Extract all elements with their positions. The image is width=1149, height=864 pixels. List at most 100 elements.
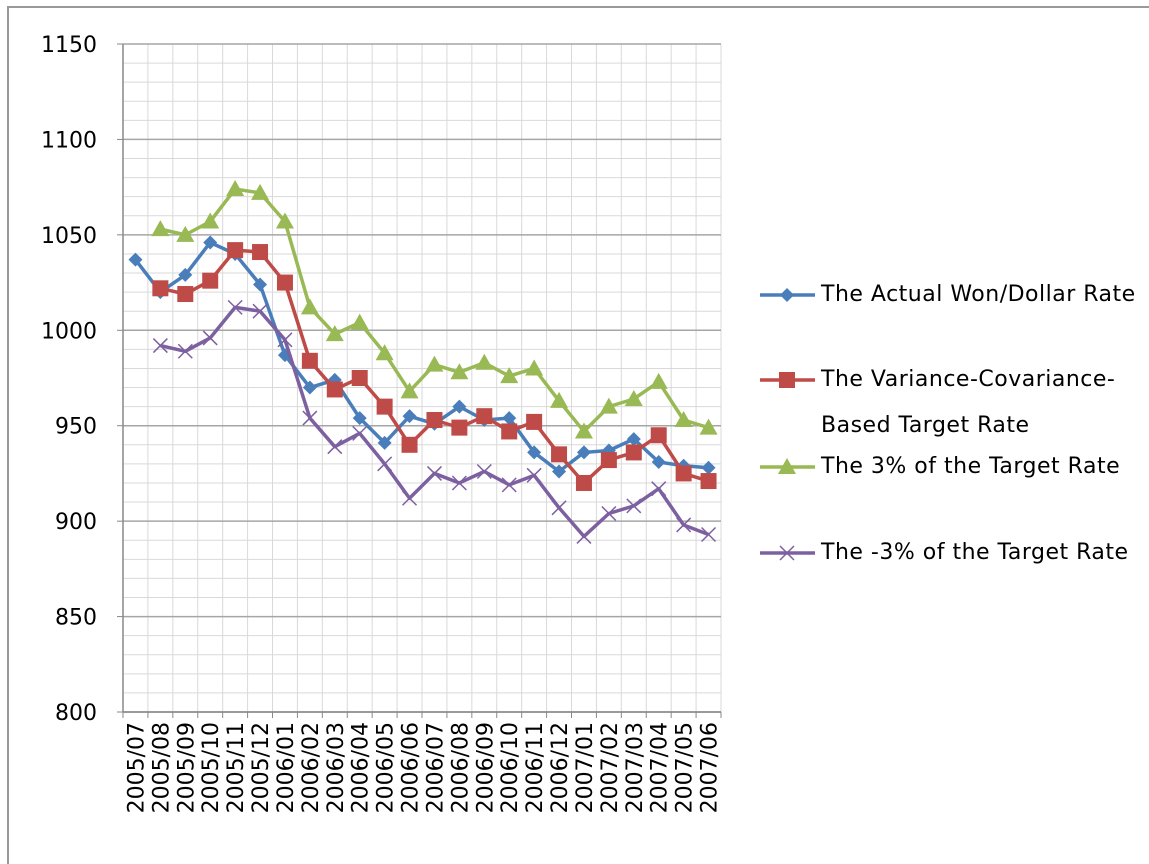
marker	[651, 454, 666, 469]
marker	[350, 313, 369, 330]
marker	[601, 505, 617, 522]
marker	[302, 380, 317, 395]
marker	[177, 286, 194, 303]
marker	[400, 382, 419, 399]
marker	[177, 343, 193, 359]
marker	[227, 299, 243, 315]
marker	[526, 467, 542, 483]
marker	[401, 436, 418, 453]
marker	[700, 473, 717, 490]
y-tick-label: 1150	[41, 33, 97, 58]
x-tick-label: 2005/07	[124, 722, 149, 813]
marker	[426, 465, 442, 481]
x-tick-label: 2005/11	[224, 722, 249, 813]
x-tick-label: 2005/12	[249, 722, 274, 813]
marker	[552, 464, 567, 479]
marker	[527, 445, 542, 460]
x-tick-label: 2006/05	[374, 722, 399, 813]
y-tick-label: 950	[55, 415, 97, 440]
y-tick-label: 800	[55, 701, 97, 726]
marker	[674, 410, 693, 427]
marker	[451, 419, 468, 436]
marker	[701, 526, 717, 543]
legend-marker	[780, 288, 794, 302]
x-tick-label: 2005/09	[174, 722, 199, 813]
marker	[626, 498, 642, 514]
marker	[576, 528, 592, 544]
x-tick-label: 2006/12	[548, 722, 573, 813]
marker	[352, 425, 368, 441]
marker	[526, 413, 543, 430]
marker	[202, 272, 219, 289]
x-tick-label: 2006/11	[523, 722, 548, 813]
x-tick-label: 2006/04	[349, 722, 374, 813]
marker	[300, 298, 319, 315]
marker	[551, 500, 567, 516]
marker	[375, 344, 394, 361]
x-tick-label: 2007/04	[648, 722, 673, 813]
y-tick-label: 1050	[41, 224, 97, 249]
frame	[7, 6, 1149, 864]
x-tick-label: 2006/02	[299, 722, 324, 813]
marker	[325, 325, 344, 342]
marker	[649, 372, 668, 389]
marker	[151, 220, 170, 237]
marker	[651, 481, 667, 497]
marker	[650, 427, 667, 444]
marker	[376, 398, 393, 415]
y-tick-label: 900	[55, 510, 97, 535]
marker	[202, 330, 218, 346]
marker	[253, 277, 268, 292]
marker	[301, 352, 318, 369]
marker	[128, 252, 143, 267]
marker	[576, 445, 591, 460]
marker	[525, 359, 544, 376]
marker	[425, 355, 444, 372]
marker	[402, 409, 417, 424]
marker	[574, 422, 593, 439]
marker	[475, 353, 494, 370]
legend-label: The Actual Won/Dollar Rate	[821, 282, 1136, 307]
x-tick-label: 2006/01	[274, 722, 299, 813]
marker	[701, 460, 716, 475]
marker	[377, 456, 393, 472]
x-tick-label: 2006/06	[399, 722, 424, 813]
marker	[551, 446, 568, 463]
marker	[625, 444, 642, 461]
marker	[277, 332, 293, 348]
marker	[201, 212, 220, 229]
marker	[476, 408, 493, 425]
marker	[426, 411, 443, 428]
x-tick-label: 2007/01	[573, 722, 598, 813]
marker	[501, 423, 518, 440]
legend-marker	[778, 458, 796, 474]
marker	[377, 435, 392, 450]
x-tick-label: 2007/05	[673, 722, 698, 813]
marker	[275, 212, 294, 229]
marker	[152, 280, 169, 297]
marker	[276, 274, 293, 291]
x-tick-label: 2005/10	[199, 722, 224, 813]
marker	[351, 370, 368, 386]
marker	[302, 410, 318, 426]
marker	[502, 411, 517, 426]
y-tick-label: 1000	[41, 319, 97, 344]
marker	[152, 338, 168, 354]
marker	[675, 465, 692, 482]
marker	[178, 267, 193, 282]
marker	[575, 474, 592, 491]
x-tick-label: 2006/10	[498, 722, 523, 813]
marker	[501, 477, 517, 493]
marker	[676, 517, 692, 533]
x-tick-label: 2005/08	[149, 722, 174, 813]
x-tick-label: 2007/02	[598, 722, 623, 813]
y-tick-label: 1100	[41, 128, 97, 153]
marker	[452, 399, 467, 414]
legend-marker	[779, 545, 795, 561]
marker	[252, 303, 268, 319]
marker	[626, 432, 641, 447]
marker	[326, 381, 343, 398]
marker	[476, 463, 492, 480]
marker	[251, 183, 270, 200]
